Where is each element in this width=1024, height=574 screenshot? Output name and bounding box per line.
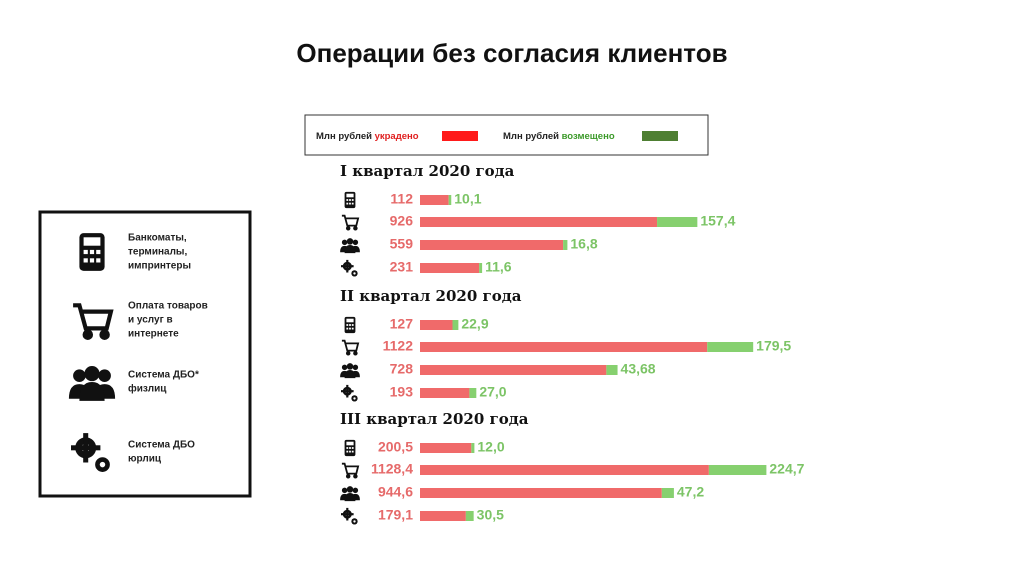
value-label: 193 — [390, 384, 414, 400]
icon — [340, 214, 360, 231]
key-label: и услуг в — [128, 315, 173, 326]
value-label: 22,9 — [461, 316, 488, 332]
bar — [606, 365, 618, 375]
key-label: интернете — [128, 329, 179, 340]
value-label: 179,5 — [756, 338, 791, 354]
value-label: 157,4 — [700, 213, 735, 229]
bar — [420, 263, 480, 273]
value-label: 127 — [390, 316, 414, 332]
value-label: 30,5 — [477, 507, 504, 523]
bar — [471, 443, 475, 453]
value-label: 11,6 — [485, 259, 512, 275]
legend-entry: Млн рублей возмещено — [503, 131, 615, 142]
bar — [465, 511, 474, 521]
icon — [340, 363, 360, 379]
bar — [448, 195, 452, 205]
key-label: физлиц — [128, 383, 167, 395]
plot: I квартал 2020 года 112 10,1 926 157,4 559 16,… — [340, 162, 805, 525]
icon — [341, 259, 358, 277]
icon — [341, 384, 358, 402]
title: Операции без согласия клиентов — [296, 38, 727, 68]
bar — [479, 263, 483, 273]
legend-label: возмещено — [562, 131, 615, 142]
value-label: 1128,4 — [371, 461, 413, 477]
bar — [469, 388, 477, 398]
panel-title: III квартал 2020 года — [340, 410, 529, 428]
value-label: 1122 — [383, 338, 414, 354]
key: Банкоматы, терминалы, импринтеры Оплата тов… — [68, 233, 208, 472]
bar — [420, 320, 453, 330]
value-label: 43,68 — [621, 361, 656, 377]
value-label: 112 — [390, 191, 413, 207]
bar — [420, 240, 564, 250]
bar — [420, 342, 708, 352]
icon — [79, 233, 105, 271]
value-label: 200,5 — [378, 439, 413, 455]
key-label: Система ДБО* — [128, 370, 199, 381]
key-label: юрлиц — [128, 454, 162, 465]
value-label: 10,1 — [454, 191, 481, 207]
legend-entry: Млн рублей украдено — [316, 131, 419, 142]
legend-box — [304, 114, 709, 156]
value-label: 47,2 — [677, 484, 704, 500]
icon — [340, 462, 360, 479]
icon — [344, 316, 356, 334]
value-label: 559 — [390, 236, 414, 252]
bar — [420, 511, 466, 521]
icon — [340, 486, 360, 502]
icon — [340, 238, 360, 254]
bar — [661, 488, 674, 498]
bar — [420, 365, 607, 375]
legend-swatch — [642, 131, 678, 141]
value-label: 224,7 — [769, 461, 804, 477]
bar — [420, 488, 662, 498]
bar — [708, 465, 767, 475]
key-label: Оплата товаров — [128, 301, 208, 312]
value-label: 728 — [390, 361, 414, 377]
legend-label: украдено — [375, 131, 419, 142]
bar — [420, 465, 709, 475]
value-label: 12,0 — [477, 439, 504, 455]
key-label: терминалы, — [128, 247, 187, 258]
icon — [344, 191, 356, 209]
bar — [707, 342, 754, 352]
value-label: 16,8 — [570, 236, 597, 252]
value-label: 926 — [390, 213, 414, 229]
value-label: 27,0 — [479, 384, 506, 400]
bar — [420, 217, 658, 227]
value-label: 944,6 — [378, 484, 413, 500]
bar — [420, 388, 470, 398]
bar — [563, 240, 568, 250]
legend-swatch — [442, 131, 478, 141]
key-label: импринтеры — [128, 261, 191, 272]
legend-unit: Млн рублей — [503, 131, 559, 142]
icon — [341, 507, 358, 525]
value-label: 231 — [390, 259, 414, 275]
bar — [420, 443, 472, 453]
value-label: 179,1 — [378, 507, 413, 523]
bar — [657, 217, 698, 227]
legend-unit: Млн рублей — [316, 131, 372, 142]
key-label: Система ДБО — [128, 440, 195, 451]
key-label: Банкоматы, — [128, 233, 187, 244]
bar — [452, 320, 459, 330]
panel-title: II квартал 2020 года — [340, 287, 522, 305]
icon — [340, 339, 360, 356]
bar — [420, 195, 449, 205]
icon — [344, 439, 356, 457]
panel-title: I квартал 2020 года — [340, 162, 515, 180]
